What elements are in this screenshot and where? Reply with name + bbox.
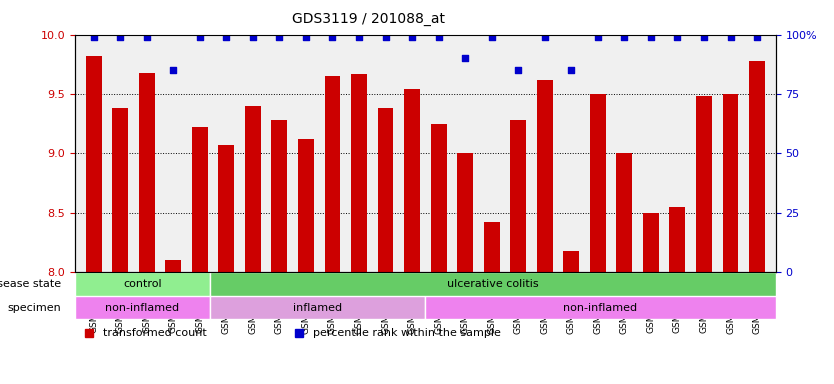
Bar	[749, 61, 765, 272]
FancyBboxPatch shape	[425, 296, 776, 319]
Point	[113, 34, 127, 40]
Point	[697, 34, 711, 40]
Bar	[86, 56, 102, 272]
Point	[432, 34, 445, 40]
Text: non-inflamed: non-inflamed	[105, 303, 179, 313]
Point	[591, 34, 605, 40]
Text: disease state: disease state	[0, 279, 62, 289]
FancyBboxPatch shape	[75, 272, 210, 296]
Text: ulcerative colitis: ulcerative colitis	[447, 279, 539, 289]
Bar	[616, 153, 632, 272]
Point	[538, 34, 551, 40]
Point	[140, 34, 153, 40]
FancyBboxPatch shape	[210, 296, 425, 319]
Point	[724, 34, 737, 40]
Text: specimen: specimen	[8, 303, 62, 313]
Bar	[457, 153, 473, 272]
Point	[644, 34, 657, 40]
Point	[751, 34, 764, 40]
Bar	[298, 139, 314, 272]
Bar	[404, 89, 420, 272]
Bar	[138, 73, 154, 272]
Bar	[165, 260, 181, 272]
Text: non-inflamed: non-inflamed	[564, 303, 637, 313]
Point	[459, 55, 472, 61]
Bar	[351, 74, 367, 272]
Text: control: control	[123, 279, 162, 289]
Bar	[271, 120, 288, 272]
Point	[379, 34, 392, 40]
Bar	[643, 213, 659, 272]
Bar	[537, 79, 553, 272]
Point	[565, 67, 578, 73]
Point	[618, 34, 631, 40]
Bar	[219, 145, 234, 272]
Text: transformed count: transformed count	[103, 328, 207, 338]
Point	[485, 34, 499, 40]
Point	[326, 34, 339, 40]
Point	[193, 34, 207, 40]
Bar	[324, 76, 340, 272]
Point	[671, 34, 684, 40]
Text: percentile rank within the sample: percentile rank within the sample	[314, 328, 501, 338]
Bar	[113, 108, 128, 272]
Point	[219, 34, 233, 40]
Point	[167, 67, 180, 73]
Point	[299, 34, 313, 40]
FancyBboxPatch shape	[75, 296, 210, 319]
Text: inflamed: inflamed	[293, 303, 342, 313]
Bar	[590, 94, 605, 272]
Point	[87, 34, 100, 40]
FancyBboxPatch shape	[210, 272, 776, 296]
Bar	[722, 94, 738, 272]
Bar	[670, 207, 686, 272]
Bar	[563, 250, 580, 272]
Bar	[378, 108, 394, 272]
Bar	[510, 120, 526, 272]
Bar	[245, 106, 261, 272]
Point	[273, 34, 286, 40]
Point	[246, 34, 259, 40]
Bar	[430, 124, 446, 272]
Bar	[484, 222, 500, 272]
Point	[511, 67, 525, 73]
Text: GDS3119 / 201088_at: GDS3119 / 201088_at	[292, 12, 445, 25]
Bar	[696, 96, 712, 272]
Point	[352, 34, 365, 40]
Bar	[192, 127, 208, 272]
Point	[405, 34, 419, 40]
